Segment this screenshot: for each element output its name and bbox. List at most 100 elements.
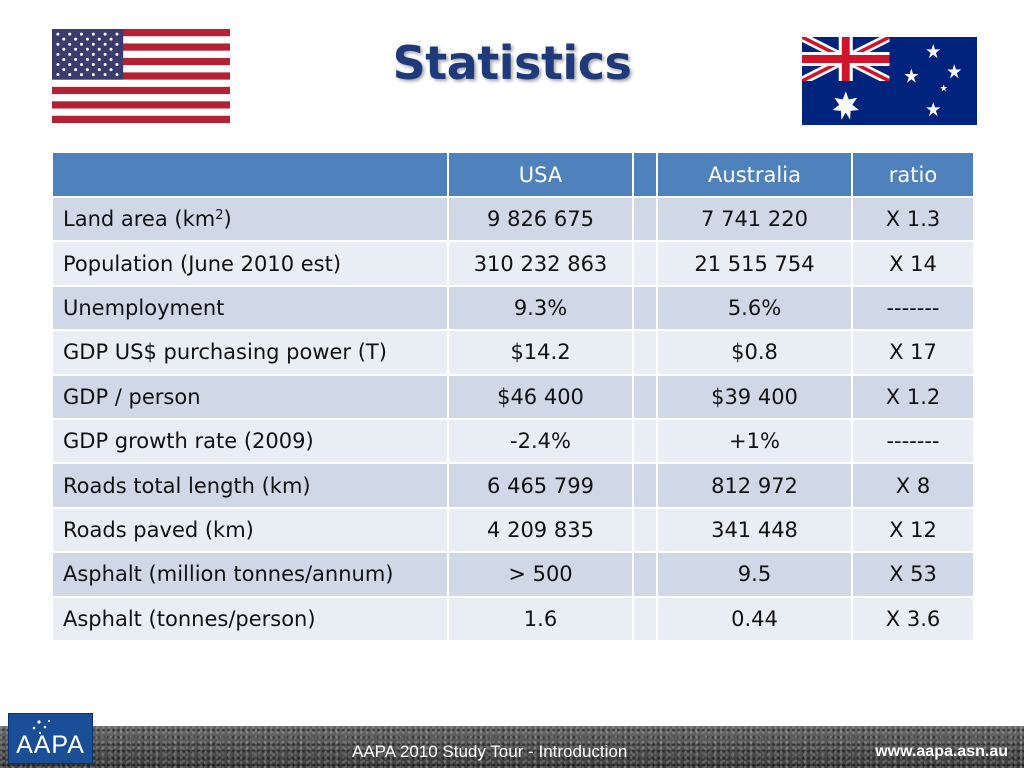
flag-star <box>74 57 78 61</box>
row-label: Roads paved (km) <box>51 506 449 554</box>
table-row: Roads total length (km) 6 465 799 812 97… <box>51 462 975 509</box>
cell-usa: 4 209 835 <box>447 506 634 554</box>
row-label: GDP / person <box>51 373 449 420</box>
cell-spacer <box>632 551 658 598</box>
table-row: Land area (km2) 9 826 675 7 741 220 X 1.… <box>51 195 975 243</box>
cell-australia: +1% <box>656 417 853 465</box>
flag-star <box>115 32 119 36</box>
table-header-row: USA Australia ratio <box>51 151 975 198</box>
flag-star <box>80 73 84 77</box>
cell-spacer <box>632 329 658 376</box>
cell-ratio: ------- <box>851 284 975 332</box>
flag-star <box>109 57 113 61</box>
flag-star <box>80 52 84 56</box>
flag-star <box>80 32 84 36</box>
flag-star <box>68 73 72 77</box>
flag-star <box>103 63 107 67</box>
cell-spacer <box>632 462 658 509</box>
cell-usa: -2.4% <box>447 417 634 465</box>
usa-flag-icon <box>52 29 230 123</box>
cell-spacer <box>632 195 658 243</box>
row-label: Asphalt (tonnes/person) <box>51 595 449 642</box>
cell-ratio: X 14 <box>851 240 975 287</box>
cell-spacer <box>632 240 658 287</box>
flag-star <box>91 73 95 77</box>
flag-star <box>68 52 72 56</box>
flag-star <box>62 68 66 72</box>
cell-usa: > 500 <box>447 551 634 598</box>
flag-star <box>103 52 107 56</box>
footer-url-link[interactable]: www.aapa.asn.au <box>875 743 1008 760</box>
row-label: Population (June 2010 est) <box>51 240 449 287</box>
flag-star <box>109 47 113 51</box>
flag-star <box>103 42 107 46</box>
table-row: GDP US$ purchasing power (T) $14.2 $0.8 … <box>51 329 975 376</box>
flag-star <box>62 37 66 41</box>
row-label: Roads total length (km) <box>51 462 449 509</box>
statistics-table: USA Australia ratio Land area (km2) 9 82… <box>51 151 975 642</box>
logo-text: AAPA <box>16 731 85 759</box>
row-label: Asphalt (million tonnes/annum) <box>51 551 449 598</box>
flag-star <box>115 52 119 56</box>
cell-spacer <box>632 417 658 465</box>
cell-australia: 341 448 <box>656 506 853 554</box>
cell-ratio: X 53 <box>851 551 975 598</box>
flag-star <box>74 68 78 72</box>
flag-star <box>85 57 89 61</box>
flag-star <box>91 63 95 67</box>
cell-ratio: X 1.3 <box>851 195 975 243</box>
flag-star <box>56 52 60 56</box>
australia-flag-icon <box>802 37 977 125</box>
table-row: Population (June 2010 est) 310 232 863 2… <box>51 240 975 287</box>
cell-spacer <box>632 595 658 642</box>
slide-title: Statistics <box>392 36 632 90</box>
cell-spacer <box>632 373 658 420</box>
flag-star <box>74 37 78 41</box>
flag-star <box>85 47 89 51</box>
flag-star <box>115 42 119 46</box>
flag-star <box>109 68 113 72</box>
flag-star <box>97 57 101 61</box>
flag-star <box>91 42 95 46</box>
cell-australia: 9.5 <box>656 551 853 598</box>
flag-star <box>115 63 119 67</box>
cell-australia: 7 741 220 <box>656 195 853 243</box>
flag-star <box>80 42 84 46</box>
header-spacer <box>632 151 658 198</box>
row-label: Unemployment <box>51 284 449 332</box>
cell-usa: 1.6 <box>447 595 634 642</box>
table-row: GDP / person $46 400 $39 400 X 1.2 <box>51 373 975 420</box>
table-row: Roads paved (km) 4 209 835 341 448 X 12 <box>51 506 975 554</box>
cell-ratio: X 8 <box>851 462 975 509</box>
footer-caption: AAPA 2010 Study Tour - Introduction <box>352 742 628 761</box>
row-label: GDP growth rate (2009) <box>51 417 449 465</box>
flag-star <box>56 63 60 67</box>
flag-star <box>56 32 60 36</box>
cell-usa: 9.3% <box>447 284 634 332</box>
cell-australia: $0.8 <box>656 329 853 376</box>
cell-australia: 0.44 <box>656 595 853 642</box>
cell-spacer <box>632 284 658 332</box>
flag-star <box>74 47 78 51</box>
table-row: Asphalt (million tonnes/annum) > 500 9.5… <box>51 551 975 598</box>
cell-usa: 9 826 675 <box>447 195 634 243</box>
flag-star <box>85 68 89 72</box>
flag-star <box>91 32 95 36</box>
flag-star <box>97 68 101 72</box>
flag-star <box>62 57 66 61</box>
header-usa: USA <box>447 151 634 198</box>
cell-spacer <box>632 506 658 554</box>
header-ratio: ratio <box>851 151 975 198</box>
row-label: Land area (km2) <box>51 195 449 243</box>
flag-star <box>103 73 107 77</box>
flag-star <box>103 32 107 36</box>
cell-usa: 6 465 799 <box>447 462 634 509</box>
cell-australia: $39 400 <box>656 373 853 420</box>
flag-star <box>115 73 119 77</box>
cell-usa: 310 232 863 <box>447 240 634 287</box>
flag-star <box>97 37 101 41</box>
cell-usa: $46 400 <box>447 373 634 420</box>
flag-star <box>68 63 72 67</box>
row-label-text: Land area (km <box>63 207 216 232</box>
row-label: GDP US$ purchasing power (T) <box>51 329 449 376</box>
